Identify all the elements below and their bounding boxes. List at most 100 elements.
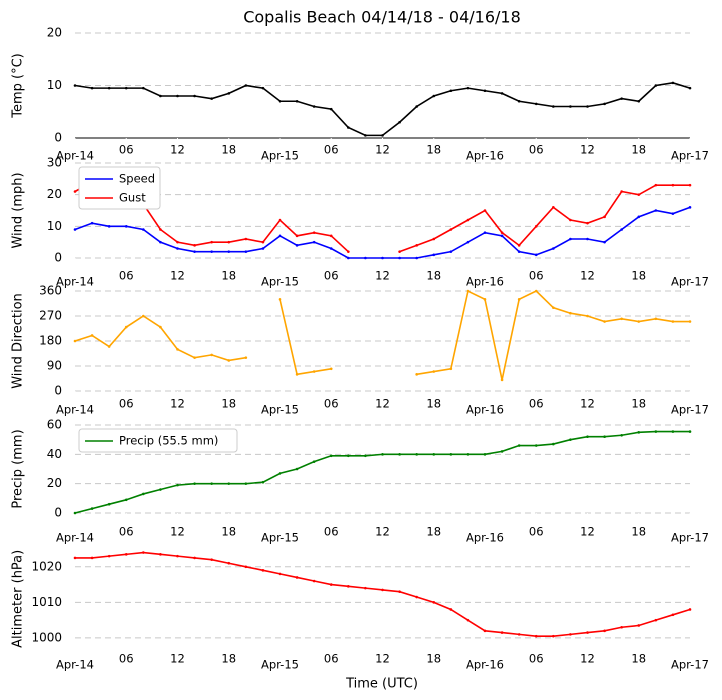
point (364, 586, 367, 590)
point (637, 99, 641, 103)
point (210, 353, 213, 357)
point (142, 314, 145, 318)
point (603, 435, 606, 439)
x-tick-label: 12 (580, 269, 595, 283)
point (620, 317, 623, 321)
y-axis-label: Temp (°C) (11, 53, 26, 119)
point (73, 190, 77, 193)
point (278, 234, 282, 238)
x-tick-label: 06 (119, 269, 134, 283)
point (398, 590, 401, 593)
x-tick-label: 06 (119, 143, 134, 157)
point (569, 105, 572, 108)
point (483, 231, 487, 234)
point (193, 250, 196, 253)
x-tick-label: 18 (426, 525, 441, 539)
point (688, 86, 692, 90)
point (295, 244, 299, 247)
x-tick-label: 12 (580, 143, 595, 157)
point (176, 240, 179, 244)
x-tick-label: Apr-17 (671, 403, 709, 417)
point (517, 244, 521, 247)
point (329, 583, 333, 586)
x-tick-label: 18 (631, 143, 646, 157)
point (483, 298, 487, 301)
point (210, 97, 213, 100)
point (654, 317, 658, 321)
point (312, 105, 316, 108)
point (176, 483, 179, 487)
point (347, 585, 350, 588)
y-tick-label: 10 (47, 219, 62, 233)
point (244, 237, 248, 241)
point (73, 84, 77, 87)
point (73, 556, 77, 560)
point (107, 345, 111, 348)
y-tick-label: 360 (39, 284, 62, 298)
point (159, 325, 162, 329)
point (586, 314, 589, 318)
point (552, 634, 555, 638)
x-tick-label: Apr-14 (56, 403, 94, 417)
point (295, 99, 299, 103)
point (381, 588, 384, 592)
point (620, 97, 623, 100)
point (227, 482, 231, 485)
point (124, 86, 128, 90)
point (329, 247, 333, 250)
point (637, 320, 641, 323)
point (312, 460, 316, 463)
point (552, 206, 555, 209)
point (278, 298, 282, 301)
point (261, 86, 265, 90)
point (193, 482, 196, 485)
point (159, 488, 162, 491)
x-tick-label: Apr-14 (56, 275, 94, 289)
x-tick-label: Apr-15 (261, 658, 299, 672)
point (466, 240, 470, 244)
point (398, 120, 401, 124)
point (534, 253, 538, 257)
point (364, 256, 367, 260)
point (500, 631, 504, 634)
x-tick-label: 06 (529, 397, 544, 411)
point (466, 218, 470, 222)
point (671, 81, 675, 85)
point (688, 206, 692, 209)
point (347, 454, 350, 458)
point (261, 240, 265, 244)
point (261, 569, 265, 572)
x-tick-label: 12 (375, 397, 390, 411)
point (193, 94, 196, 98)
y-tick-label: 0 (54, 506, 62, 520)
point (312, 231, 316, 234)
point (278, 99, 282, 103)
point (295, 234, 299, 238)
x-tick-label: 18 (631, 269, 646, 283)
x-tick-label: 12 (170, 143, 185, 157)
point (552, 442, 555, 446)
point (449, 250, 453, 253)
point (381, 134, 384, 137)
point (398, 250, 401, 253)
point (227, 561, 231, 565)
point (295, 373, 299, 376)
x-tick-label: Apr-15 (261, 403, 299, 417)
x-tick-label: Apr-15 (261, 531, 299, 545)
y-tick-label: 1010 (31, 595, 62, 609)
point (278, 472, 282, 475)
legend-label: Gust (119, 191, 146, 205)
y-tick-label: 0 (54, 131, 62, 145)
point (90, 556, 94, 560)
x-tick-label: 12 (375, 652, 390, 666)
point (159, 553, 162, 556)
point (159, 240, 162, 244)
y-tick-label: 20 (47, 476, 62, 490)
point (466, 86, 470, 90)
point (381, 453, 384, 456)
point (295, 467, 299, 471)
point (364, 454, 367, 458)
point (449, 367, 453, 371)
point (73, 339, 77, 343)
x-tick-label: 12 (580, 652, 595, 666)
